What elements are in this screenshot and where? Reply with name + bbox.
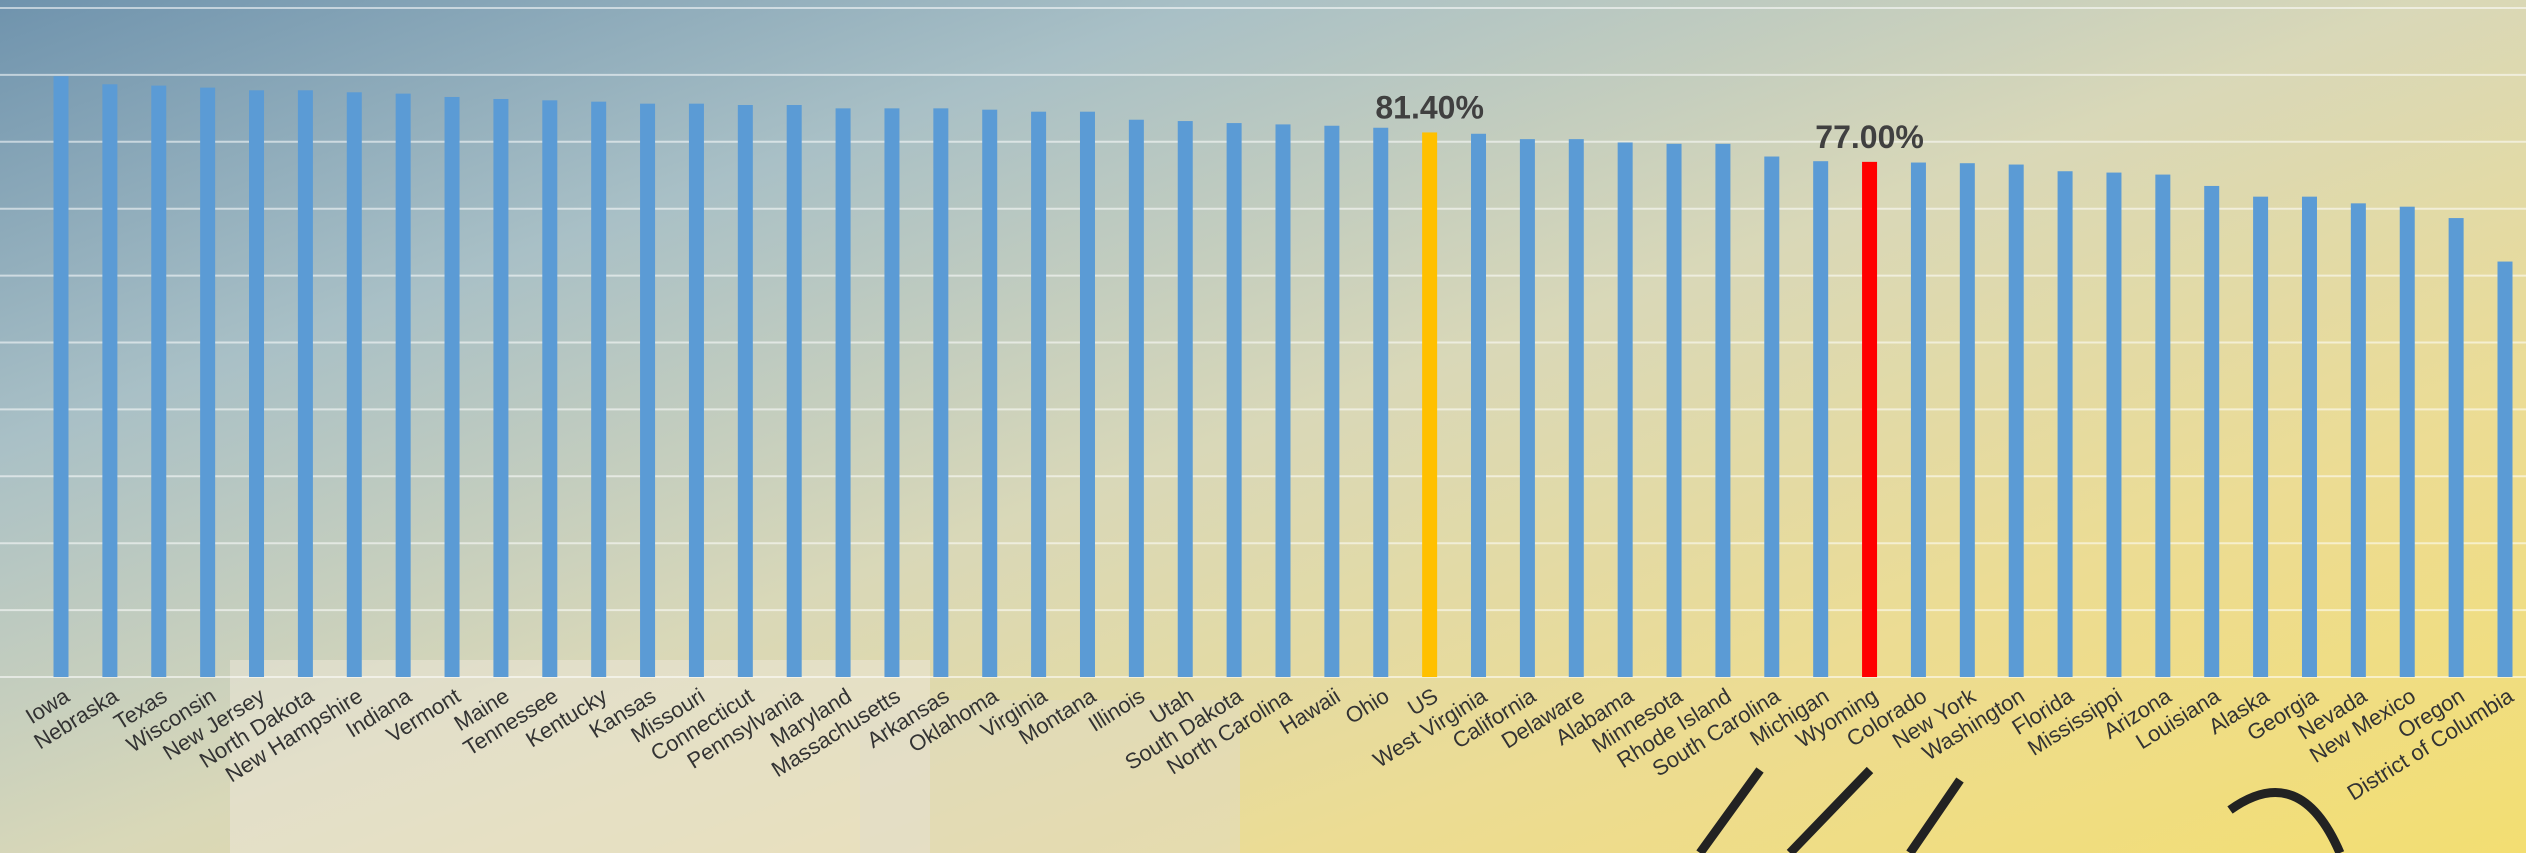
bar xyxy=(2253,197,2268,677)
bar xyxy=(2058,171,2073,677)
bar xyxy=(1324,126,1339,677)
bar xyxy=(542,100,557,677)
bar xyxy=(1569,139,1584,677)
bar xyxy=(298,90,313,677)
bar xyxy=(1618,142,1633,677)
bar xyxy=(151,86,166,677)
bar xyxy=(884,108,899,677)
bar xyxy=(738,105,753,677)
bar xyxy=(1227,123,1242,677)
bar xyxy=(1960,163,1975,677)
bar xyxy=(1471,134,1486,677)
chart: IowaNebraskaTexasWisconsinNew JerseyNort… xyxy=(0,0,2526,853)
background-handwriting xyxy=(1700,770,2340,853)
bar xyxy=(396,94,411,677)
bar xyxy=(2106,173,2121,677)
bar xyxy=(249,90,264,677)
bar xyxy=(1129,120,1144,677)
bar xyxy=(591,102,606,677)
bar xyxy=(347,92,362,677)
bar xyxy=(1911,163,1926,677)
bar xyxy=(2204,186,2219,677)
bar xyxy=(1764,157,1779,677)
bar xyxy=(1080,112,1095,677)
background-building xyxy=(230,660,930,853)
bar xyxy=(1520,139,1535,677)
bar xyxy=(1422,132,1437,677)
bar xyxy=(2400,207,2415,677)
x-tick-label: Ohio xyxy=(1341,683,1394,729)
bar xyxy=(1862,162,1877,677)
bar xyxy=(1667,144,1682,677)
bar xyxy=(2302,197,2317,677)
bar xyxy=(1373,128,1388,677)
bar xyxy=(1813,161,1828,677)
bar xyxy=(689,104,704,677)
bar xyxy=(1178,121,1193,677)
bar xyxy=(1715,144,1730,677)
data-label: 81.40% xyxy=(1375,89,1484,125)
bar xyxy=(836,108,851,677)
data-label: 77.00% xyxy=(1815,119,1924,155)
bar xyxy=(493,99,508,677)
bar xyxy=(2009,165,2024,677)
bar xyxy=(1276,124,1291,677)
bar xyxy=(445,97,460,677)
bar xyxy=(54,76,69,677)
bar xyxy=(2449,218,2464,677)
bar xyxy=(102,84,117,677)
bar xyxy=(200,88,215,677)
bar xyxy=(982,110,997,677)
bar xyxy=(2155,175,2170,677)
bar xyxy=(787,105,802,677)
bar xyxy=(2351,203,2366,677)
bar xyxy=(933,108,948,677)
bar xyxy=(640,104,655,677)
bar xyxy=(1031,112,1046,677)
bar xyxy=(2498,262,2513,677)
